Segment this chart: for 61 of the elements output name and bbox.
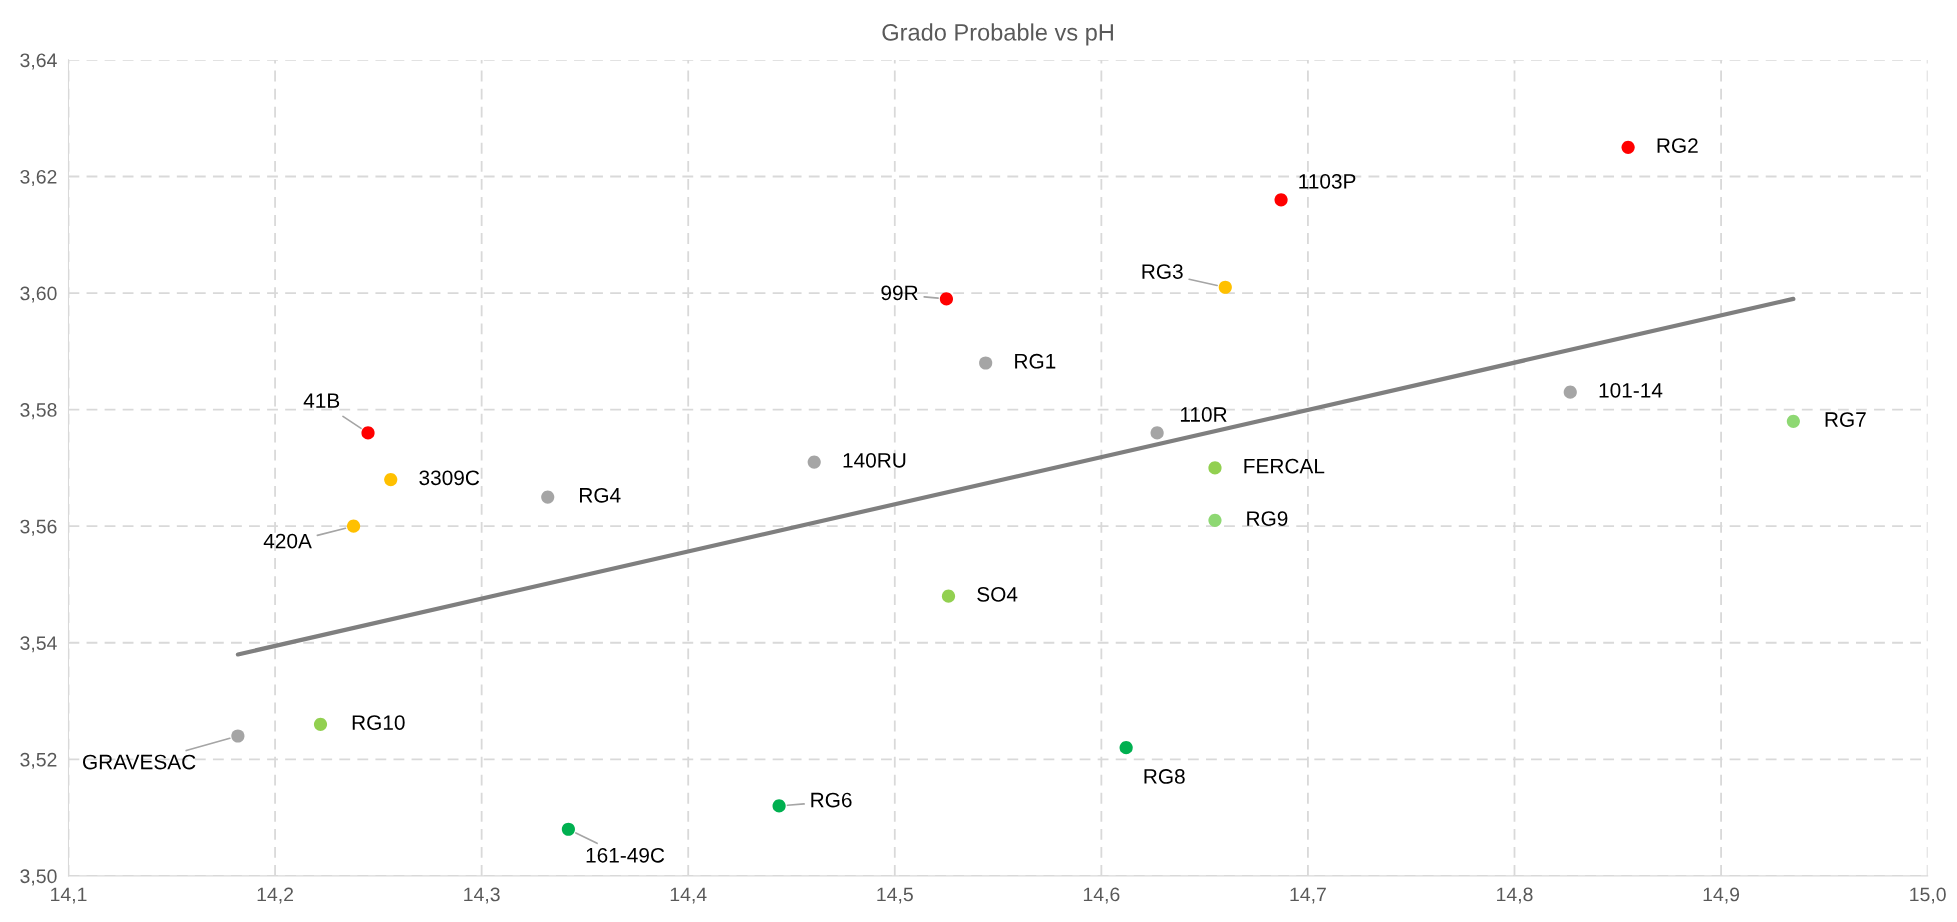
point xyxy=(1786,414,1800,428)
annotation: 110R xyxy=(1180,407,1227,422)
annotation: GRAVESAC xyxy=(83,754,196,770)
point xyxy=(384,472,398,487)
annotation: 1103P xyxy=(1299,173,1356,189)
point xyxy=(1208,461,1222,475)
annotation: 161-49C xyxy=(586,847,665,863)
annotation: 3309C xyxy=(419,470,480,486)
annotation: RG9 xyxy=(1247,511,1288,526)
point xyxy=(979,356,993,370)
x-tick-label: 14,9 xyxy=(1703,887,1740,904)
point xyxy=(361,426,375,440)
annotation: RG6 xyxy=(811,792,852,808)
annotation: RG8 xyxy=(1144,769,1185,784)
point xyxy=(346,519,361,533)
point xyxy=(1119,741,1133,755)
annotation: RG3 xyxy=(1142,264,1183,279)
annotation: 101-14 xyxy=(1599,382,1663,398)
point xyxy=(772,799,786,813)
x-tick-label: 14,5 xyxy=(877,887,913,904)
x-tick-label: 14,1 xyxy=(51,887,87,904)
point xyxy=(941,589,956,603)
point xyxy=(939,292,954,306)
annotation: FERCAL xyxy=(1244,458,1325,474)
point xyxy=(1218,280,1232,294)
x-tick-label: 14,7 xyxy=(1290,887,1326,904)
x-tick-label: 14,8 xyxy=(1497,887,1533,904)
point xyxy=(1208,513,1222,527)
annotation: RG7 xyxy=(1825,412,1866,427)
point xyxy=(313,717,328,731)
x-tick-label: 14,4 xyxy=(670,887,707,904)
x-tick-label: 15,0 xyxy=(1910,887,1946,904)
y-tick-label: 3,58 xyxy=(20,403,57,420)
point xyxy=(1150,426,1164,440)
y-tick-label: 3,56 xyxy=(20,519,57,536)
annotation: 420A xyxy=(263,533,312,549)
point xyxy=(561,822,575,836)
point xyxy=(1274,193,1288,207)
y-tick-label: 3,52 xyxy=(20,752,57,769)
annotation: RG2 xyxy=(1657,138,1698,153)
y-tick-label: 3,60 xyxy=(20,286,57,303)
y-tick-label: 3,50 xyxy=(20,869,57,886)
y-tick-label: 3,64 xyxy=(20,53,57,70)
point xyxy=(231,729,245,743)
annotation: 99R xyxy=(881,285,918,301)
point xyxy=(807,455,821,469)
annotation: RG4 xyxy=(580,487,621,503)
x-tick-label: 14,6 xyxy=(1083,887,1120,904)
point xyxy=(1621,140,1635,154)
annotation: RG10 xyxy=(352,715,405,730)
annotation: SO4 xyxy=(977,586,1018,602)
y-tick-label: 3,62 xyxy=(20,169,57,187)
point xyxy=(541,490,555,504)
chart-title: Grado Probable vs pH xyxy=(882,23,1113,46)
x-tick-label: 14,3 xyxy=(464,887,500,904)
point xyxy=(1563,385,1577,399)
x-tick-label: 14,2 xyxy=(257,887,294,904)
annotation: 41B xyxy=(303,393,340,408)
annotation: 140RU xyxy=(843,452,906,468)
y-tick-label: 3,54 xyxy=(20,636,57,653)
annotation: RG1 xyxy=(1015,353,1056,369)
